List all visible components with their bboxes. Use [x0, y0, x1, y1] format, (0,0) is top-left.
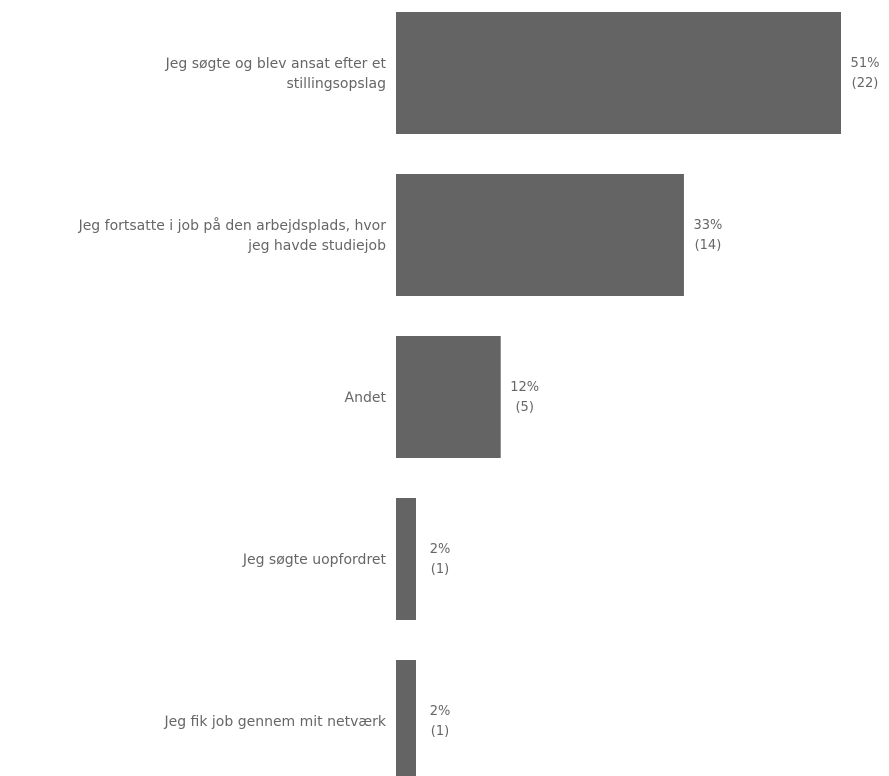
bar-1 — [396, 12, 841, 134]
value-label-3: 12% (5) — [510, 380, 539, 415]
percent-label-5: 2% — [430, 704, 451, 719]
value-label-2: 33% (14) — [693, 218, 722, 253]
category-label-1: Jeg søgte og blev ansat efter et stilling… — [165, 56, 387, 92]
count-label-5: (1) — [431, 724, 449, 739]
value-label-5: 2% (1) — [430, 704, 451, 739]
count-label-1: (22) — [852, 76, 879, 91]
category-label-2: Jeg fortsatte i job på den arbejdsplads,… — [78, 217, 387, 254]
percent-label-4: 2% — [430, 542, 451, 557]
category-label-4: Jeg søgte uopfordret — [242, 552, 387, 568]
count-label-2: (14) — [695, 238, 722, 253]
bar-5 — [396, 660, 416, 776]
category-label-5: Jeg fik job gennem mit netværk — [163, 714, 386, 730]
value-label-4: 2% (1) — [430, 542, 451, 577]
percent-label-3: 12% — [510, 380, 539, 395]
count-label-4: (1) — [431, 562, 449, 577]
bar-2 — [396, 174, 684, 296]
percent-label-1: 51% — [851, 56, 880, 71]
bar-3 — [396, 336, 501, 458]
percent-label-2: 33% — [693, 218, 722, 233]
count-label-3: (5) — [515, 400, 533, 415]
category-label-3: Andet — [345, 390, 387, 406]
value-label-1: 51% (22) — [851, 56, 880, 91]
bar-4 — [396, 498, 416, 620]
